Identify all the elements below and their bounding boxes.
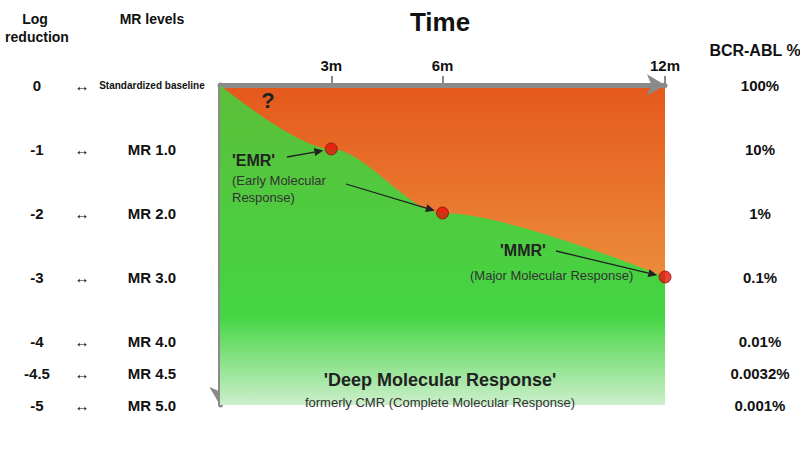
svg-text:3m: 3m — [320, 57, 342, 74]
svg-text:-4.5: -4.5 — [24, 365, 50, 382]
svg-text:reduction: reduction — [5, 29, 69, 45]
svg-text:0.01%: 0.01% — [739, 333, 782, 350]
svg-text:(Early Molecular: (Early Molecular — [232, 173, 330, 188]
svg-text:-5: -5 — [30, 397, 43, 414]
svg-text:12m: 12m — [650, 57, 680, 74]
svg-text:'EMR': 'EMR' — [232, 152, 275, 169]
svg-text:MR 5.0: MR 5.0 — [128, 397, 176, 414]
svg-text:↔: ↔ — [75, 333, 90, 350]
svg-text:0: 0 — [33, 77, 41, 94]
svg-text:Log: Log — [22, 11, 52, 27]
svg-text:MR 2.0: MR 2.0 — [128, 205, 176, 222]
svg-text:100%: 100% — [741, 77, 779, 94]
svg-text:↔: ↔ — [75, 269, 90, 286]
svg-text:↔: ↔ — [75, 77, 90, 94]
svg-text:-2: -2 — [30, 205, 43, 222]
svg-text:MR 1.0: MR 1.0 — [128, 141, 176, 158]
svg-text:'Deep Molecular Response': 'Deep Molecular Response' — [324, 370, 557, 390]
svg-text:0.001%: 0.001% — [735, 397, 786, 414]
svg-text:?: ? — [261, 88, 274, 113]
svg-text:-4: -4 — [30, 333, 44, 350]
svg-text:-3: -3 — [30, 269, 43, 286]
svg-text:(Major Molecular Response): (Major Molecular Response) — [470, 268, 633, 283]
svg-text:↔: ↔ — [75, 397, 90, 414]
svg-text:0.1%: 0.1% — [743, 269, 777, 286]
svg-text:-1: -1 — [30, 141, 43, 158]
svg-text:'MMR': 'MMR' — [500, 242, 546, 259]
svg-text:1%: 1% — [749, 205, 771, 222]
svg-text:MR levels: MR levels — [120, 11, 185, 27]
svg-text:MR 3.0: MR 3.0 — [128, 269, 176, 286]
svg-text:↔: ↔ — [75, 141, 90, 158]
svg-text:Standardized baseline: Standardized baseline — [99, 80, 205, 91]
svg-text:6m: 6m — [432, 57, 454, 74]
svg-text:↔: ↔ — [75, 205, 90, 222]
svg-text:Time: Time — [410, 7, 470, 37]
svg-text:Response): Response) — [232, 190, 295, 205]
svg-text:0.0032%: 0.0032% — [730, 365, 789, 382]
svg-text:MR 4.5: MR 4.5 — [128, 365, 176, 382]
svg-text:formerly CMR (Complete Molecul: formerly CMR (Complete Molecular Respons… — [305, 395, 575, 410]
svg-text:10%: 10% — [745, 141, 775, 158]
svg-text:BCR-ABL %: BCR-ABL % — [709, 42, 800, 59]
svg-text:↔: ↔ — [75, 365, 90, 382]
svg-text:MR 4.0: MR 4.0 — [128, 333, 176, 350]
